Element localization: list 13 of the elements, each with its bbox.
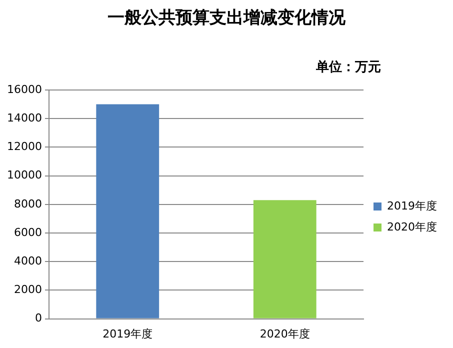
y-tick-label: 14000: [6, 111, 42, 124]
y-tick-label: 4000: [14, 254, 42, 268]
y-tick-label: 16000: [6, 82, 42, 96]
y-tick-label: 0: [34, 312, 42, 325]
chart-subtitle: 单位：万元: [316, 59, 381, 76]
y-tick-label: 12000: [6, 140, 42, 154]
y-tick-label: 6000: [14, 226, 42, 239]
chart-title: 一般公共预算支出增减变化情况: [106, 7, 346, 29]
legend-label: 2019年度: [387, 199, 438, 212]
y-tick-label: 10000: [6, 168, 42, 182]
y-tick-label: 2000: [14, 283, 42, 296]
y-tick-label: 8000: [14, 197, 42, 210]
legend-label: 2020年度: [387, 220, 438, 234]
